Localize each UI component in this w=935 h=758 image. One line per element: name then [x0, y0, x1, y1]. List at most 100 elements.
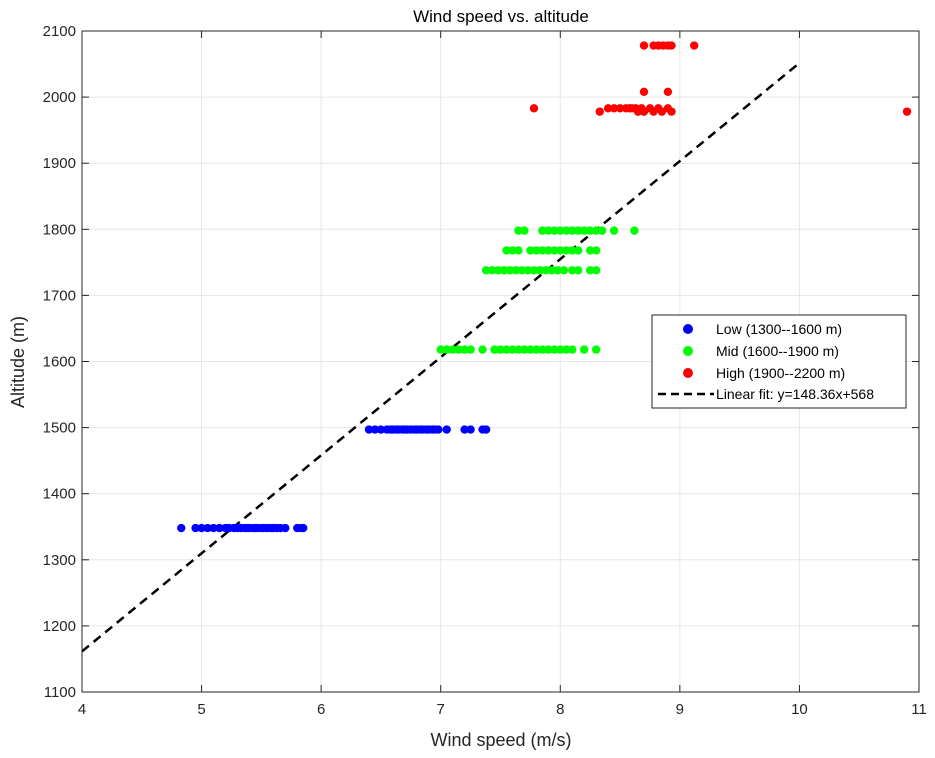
data-point-low	[481, 425, 491, 434]
data-point-mid	[502, 345, 511, 354]
data-point-mid	[568, 345, 577, 354]
data-point-mid	[591, 345, 601, 354]
linear-fit-line	[81, 62, 801, 653]
legend-marker-mid	[683, 346, 693, 356]
data-point-mid	[487, 266, 497, 275]
data-point-high	[639, 41, 649, 50]
data-point-mid	[568, 246, 577, 255]
data-point-mid	[574, 266, 583, 275]
x-tick-label: 11	[911, 701, 927, 718]
legend-label-fit: Linear fit: y=148.36x+568	[716, 386, 874, 402]
y-tick-label: 2100	[43, 23, 76, 40]
data-point-mid	[556, 246, 565, 255]
data-point-mid	[466, 345, 475, 354]
data-point-mid	[609, 226, 619, 235]
x-tick-label: 7	[437, 701, 445, 718]
data-point-low	[191, 523, 200, 533]
data-point-mid	[538, 246, 547, 255]
data-point-low	[370, 425, 380, 434]
y-tick-label: 2000	[43, 89, 76, 106]
data-point-high	[663, 87, 673, 97]
data-point-mid	[529, 266, 539, 275]
data-point-low	[299, 523, 308, 533]
data-point-low	[197, 523, 206, 533]
data-point-mid	[520, 226, 529, 235]
data-point-mid	[523, 266, 533, 275]
data-point-mid	[538, 345, 547, 354]
y-tick-label: 1800	[43, 221, 76, 238]
data-point-low	[376, 425, 386, 434]
data-point-mid	[535, 266, 545, 275]
data-point-mid	[630, 226, 639, 235]
data-point-mid	[574, 246, 583, 255]
data-point-mid	[490, 345, 499, 354]
y-tick-label: 1600	[43, 354, 76, 371]
data-point-mid	[556, 226, 565, 235]
data-point-mid	[481, 266, 491, 275]
x-tick-label: 10	[791, 701, 808, 718]
data-point-low	[281, 523, 290, 533]
data-point-high	[603, 104, 613, 113]
data-point-low	[466, 425, 475, 434]
x-axis-ticks: 4 5 6 7 8 9 10 11	[78, 31, 927, 718]
data-point-low	[442, 425, 451, 434]
data-point-high	[639, 87, 649, 97]
fit-line-layer	[81, 62, 801, 653]
data-point-mid	[559, 266, 569, 275]
data-point-mid	[550, 226, 559, 235]
data-point-mid	[514, 246, 523, 255]
y-tick-label: 1100	[44, 684, 76, 701]
data-point-mid	[591, 226, 601, 235]
data-point-mid	[585, 266, 595, 275]
x-tick-label: 9	[676, 701, 684, 718]
legend-marker-low	[683, 324, 693, 334]
legend-label-mid: Mid (1600--1900 m)	[716, 343, 839, 359]
data-point-mid	[562, 345, 571, 354]
data-point-mid	[478, 345, 487, 354]
data-point-mid	[591, 246, 601, 255]
data-point-mid	[454, 345, 463, 354]
data-point-mid	[580, 345, 589, 354]
legend-label-low: Low (1300--1600 m)	[716, 321, 842, 337]
data-point-high	[615, 104, 625, 113]
y-tick-label: 1200	[43, 618, 76, 635]
legend-box	[651, 314, 907, 409]
data-point-low	[434, 425, 443, 434]
data-point-low	[215, 523, 224, 533]
data-point-mid	[574, 226, 583, 235]
x-tick-label: 5	[197, 701, 205, 718]
data-point-mid	[505, 266, 515, 275]
y-tick-label: 1700	[43, 287, 76, 304]
data-point-mid	[550, 345, 559, 354]
data-point-high	[595, 107, 604, 116]
data-point-high	[529, 104, 539, 113]
y-tick-label: 1400	[43, 486, 76, 503]
data-point-mid	[514, 345, 523, 354]
data-point-mid	[568, 266, 577, 275]
x-tick-label: 4	[78, 701, 86, 718]
legend-marker-high	[683, 368, 693, 378]
y-tick-label: 1900	[43, 155, 76, 172]
data-point-mid	[544, 345, 553, 354]
data-point-mid	[526, 246, 535, 255]
data-point-mid	[442, 345, 451, 354]
data-point-mid	[508, 345, 517, 354]
data-point-mid	[538, 226, 547, 235]
x-axis-label: Wind speed (m/s)	[430, 730, 571, 750]
data-point-mid	[562, 226, 571, 235]
data-point-mid	[499, 266, 509, 275]
series-low	[177, 425, 491, 533]
data-point-mid	[556, 345, 565, 354]
data-point-high	[667, 41, 676, 50]
data-point-mid	[493, 266, 503, 275]
data-point-mid	[526, 345, 535, 354]
data-point-low	[209, 523, 218, 533]
data-point-mid	[508, 246, 517, 255]
data-point-low	[364, 425, 374, 434]
data-points	[177, 41, 912, 533]
data-point-mid	[550, 246, 559, 255]
data-point-mid	[597, 226, 607, 235]
y-axis-label: Altitude (m)	[8, 316, 28, 408]
